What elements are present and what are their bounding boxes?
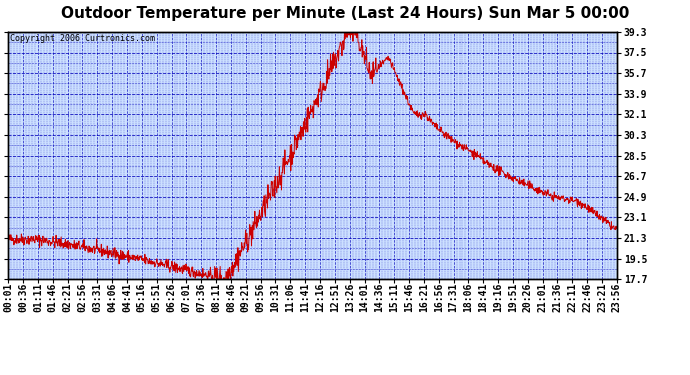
- Text: 22:11: 22:11: [567, 283, 578, 312]
- Text: 18:41: 18:41: [478, 283, 489, 312]
- Text: 23:21: 23:21: [597, 283, 607, 312]
- Text: 13:26: 13:26: [345, 283, 355, 312]
- Text: 16:56: 16:56: [434, 283, 444, 312]
- Text: 12:51: 12:51: [330, 283, 340, 312]
- Text: 21:36: 21:36: [553, 283, 562, 312]
- Text: 07:01: 07:01: [181, 283, 191, 312]
- Text: 14:36: 14:36: [375, 283, 384, 312]
- Text: Outdoor Temperature per Minute (Last 24 Hours) Sun Mar 5 00:00: Outdoor Temperature per Minute (Last 24 …: [61, 6, 629, 21]
- Text: 02:56: 02:56: [77, 283, 88, 312]
- Text: 03:31: 03:31: [92, 283, 102, 312]
- Text: 10:31: 10:31: [270, 283, 280, 312]
- Text: 01:11: 01:11: [33, 283, 43, 312]
- Text: 09:21: 09:21: [241, 283, 250, 312]
- Text: 08:46: 08:46: [226, 283, 236, 312]
- Text: 15:46: 15:46: [404, 283, 414, 312]
- Text: 04:41: 04:41: [122, 283, 132, 312]
- Text: 19:51: 19:51: [508, 283, 518, 312]
- Text: 22:46: 22:46: [582, 283, 592, 312]
- Text: 06:26: 06:26: [166, 283, 177, 312]
- Text: Copyright 2006 Curtronics.com: Copyright 2006 Curtronics.com: [10, 34, 155, 44]
- Text: 20:26: 20:26: [523, 283, 533, 312]
- Text: 11:06: 11:06: [285, 283, 295, 312]
- Text: 23:56: 23:56: [612, 283, 622, 312]
- Text: 09:56: 09:56: [255, 283, 266, 312]
- Text: 12:16: 12:16: [315, 283, 325, 312]
- Text: 04:06: 04:06: [107, 283, 117, 312]
- Text: 07:36: 07:36: [196, 283, 206, 312]
- Text: 00:01: 00:01: [3, 283, 13, 312]
- Text: 16:21: 16:21: [419, 283, 429, 312]
- Text: 19:16: 19:16: [493, 283, 503, 312]
- Text: 08:11: 08:11: [211, 283, 221, 312]
- Text: 02:21: 02:21: [63, 283, 72, 312]
- Text: 01:46: 01:46: [48, 283, 58, 312]
- Text: 21:01: 21:01: [538, 283, 548, 312]
- Text: 00:36: 00:36: [18, 283, 28, 312]
- Text: 05:16: 05:16: [137, 283, 147, 312]
- Text: 18:06: 18:06: [464, 283, 473, 312]
- Text: 17:31: 17:31: [448, 283, 459, 312]
- Text: 14:01: 14:01: [359, 283, 370, 312]
- Text: 15:11: 15:11: [389, 283, 400, 312]
- Text: 11:41: 11:41: [300, 283, 310, 312]
- Text: 05:51: 05:51: [152, 283, 161, 312]
